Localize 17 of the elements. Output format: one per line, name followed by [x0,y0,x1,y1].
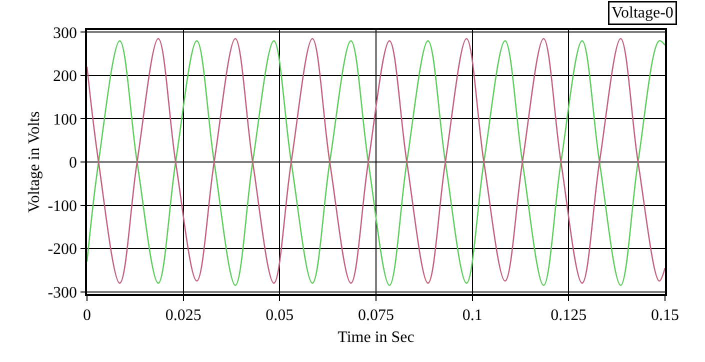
text: Voltage-0 [612,4,674,22]
y-tick-label: -100 [48,198,78,215]
x-tick-label: 0.15 [651,306,679,324]
y-tick-label: 0 [69,154,78,172]
x-tick-label: 0.125 [550,306,587,324]
x-tick-label: 0 [83,306,91,324]
x-tick-label: 0.075 [358,306,394,324]
y-tick-label: 200 [53,68,78,86]
x-tick-label: 0.025 [165,306,202,324]
y-tick-label: -200 [48,241,78,258]
y-axis-title: Voltage in Volts [26,111,44,213]
y-tick-label: 100 [53,111,78,128]
x-tick-label: 0.1 [462,306,482,324]
x-axis-title: Time in Sec [338,329,414,346]
y-tick-label: 300 [53,24,78,42]
y-tick-label: -300 [48,284,78,302]
x-tick-label: 0.05 [266,306,294,324]
